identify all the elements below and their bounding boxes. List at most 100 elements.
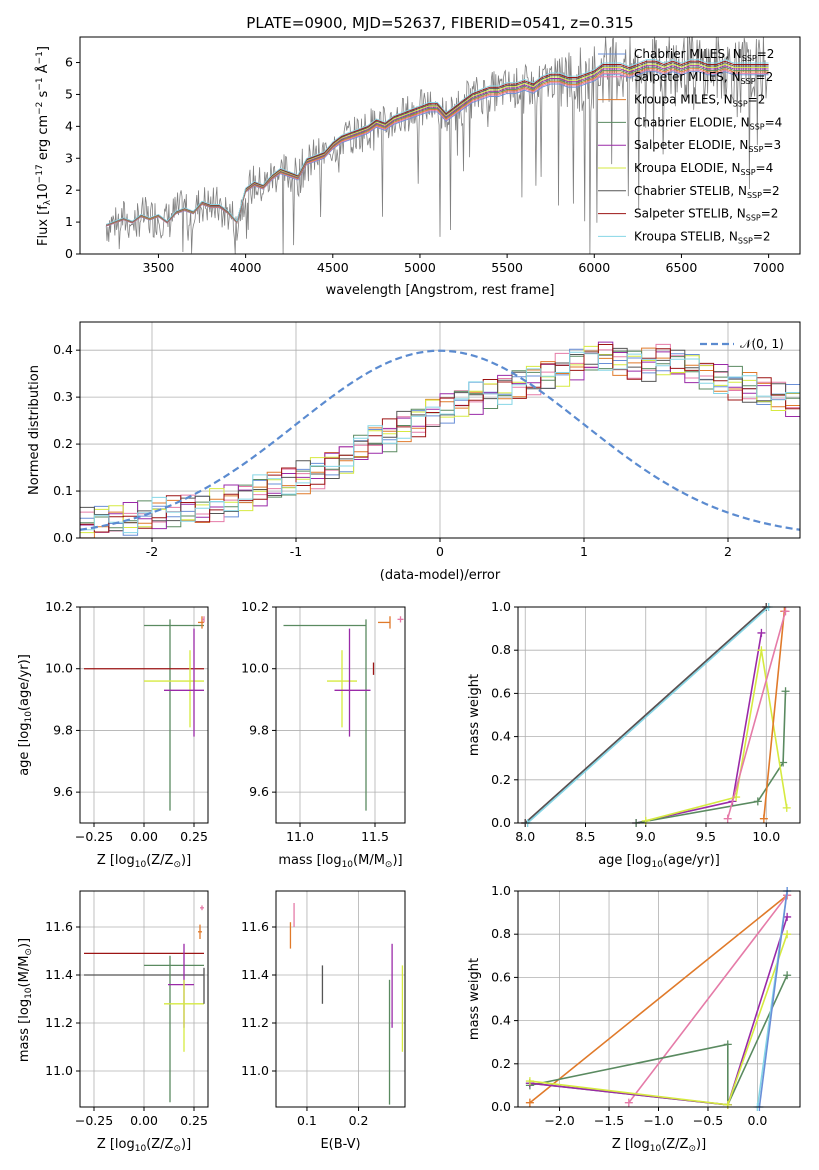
legend-entry-count: =2: [762, 184, 780, 198]
weight-vs-age-xtick-label: 8.0: [515, 829, 535, 844]
weight-vs-Z-xtick-label: −1.5: [594, 1113, 624, 1128]
mass-vs-Z-xlabel-part: (Z/Z: [146, 1137, 173, 1152]
legend-entry-subscript: SSP: [741, 77, 756, 86]
residual-ylabel: Normed distribution: [27, 365, 42, 495]
spectrum-ylabel-part: −1: [35, 77, 45, 90]
legend-entry-count: =3: [763, 138, 781, 152]
residuals-xtick-label: 2: [724, 544, 732, 559]
legend-entry: Salpeter MILES, NSSP=2: [634, 70, 773, 86]
mass-vs-Z-xtick-label: −0.25: [75, 1113, 113, 1128]
weight-vs-age-series-line: [645, 650, 788, 822]
weight-vs-age-xlabel-part: age [log: [598, 853, 651, 868]
legend-entry-name: Kroupa STELIB, N: [634, 229, 738, 243]
spectrum-ylabel: Flux [fλ10−17 erg cm−2 s−1 Å−1]: [35, 46, 53, 246]
weight-vs-age-ylabel: mass weight: [467, 674, 482, 756]
age-vs-mass-xlabel: mass [log10(M/M⊙)]: [278, 853, 402, 870]
mass-vs-Z-ylabel-part: 10: [24, 987, 34, 999]
age-vs-mass-xtick-label: 11.5: [361, 829, 389, 844]
weight-vs-age-xtick-label: 9.5: [696, 829, 716, 844]
legend-entry-subscript: SSP: [738, 236, 753, 245]
legend-entry-count: =2: [756, 70, 774, 84]
mass-vs-EBV-ytick-label: 11.2: [241, 1015, 269, 1030]
legend-entry: Chabrier MILES, NSSP=2: [634, 47, 774, 63]
spectrum-ylabel-part: ]: [36, 46, 51, 51]
weight-vs-age-ytick-label: 0.8: [491, 642, 511, 657]
spectrum-ytick-label: 1: [65, 214, 73, 229]
weight-vs-age-ytick-label: 0.4: [491, 729, 511, 744]
weight-vs-Z-ytick-label: 0.2: [491, 1056, 511, 1071]
weight-vs-age-marker: [757, 628, 766, 637]
weight-vs-Z-xlabel-part: 10: [650, 1144, 662, 1154]
weight-vs-age-ytick-label: 0.0: [491, 815, 511, 830]
mass-vs-Z-ylabel: mass [log10(M/M⊙)]: [17, 938, 34, 1062]
mass-vs-EBV-xtick-label: 0.2: [349, 1113, 369, 1128]
normal-curve: [80, 349, 800, 531]
residuals-ytick-label: 0.1: [53, 483, 73, 498]
mass-vs-Z-ytick-label: 11.0: [45, 1063, 73, 1078]
weight-vs-age-series-line: [635, 691, 787, 823]
mass-vs-Z-xlabel-part: Z [log: [97, 1137, 135, 1152]
weight-vs-age-xtick-label: 10.0: [752, 829, 780, 844]
normal-legend-label: 𝒩(0, 1): [740, 337, 784, 351]
legend-entry: Chabrier STELIB, NSSP=2: [634, 184, 780, 200]
spectrum-ytick-label: 3: [65, 150, 73, 165]
legend-entry-name: Salpeter STELIB, N: [634, 207, 746, 221]
spectrum-xtick-label: 6000: [578, 260, 610, 275]
weight-vs-Z-frame: [517, 890, 801, 1108]
age-vs-mass-ytick-label: 10.2: [241, 599, 269, 614]
age-vs-Z-xlabel-part: ⊙: [173, 860, 181, 870]
spectrum-ylabel-part: s: [36, 90, 51, 101]
mass-vs-EBV-ytick-label: 11.6: [241, 919, 269, 934]
spectrum-ytick-label: 6: [65, 55, 73, 70]
residuals-ytick-label: 0.3: [53, 389, 73, 404]
weight-vs-age-series-line: [635, 632, 763, 823]
weight-vs-Z-xtick-label: −1.0: [643, 1113, 673, 1128]
age-vs-Z-ylabel-part: 10: [24, 711, 34, 723]
weight-vs-age-ytick-label: 0.2: [491, 772, 511, 787]
mass-vs-EBV-frame: [275, 890, 406, 1108]
weight-vs-age-xlabel-part: 10: [651, 860, 663, 870]
age-vs-mass-ytick-label: 9.6: [249, 784, 269, 799]
weight-vs-Z-ytick-label: 0.6: [491, 969, 511, 984]
spectrum-ylabel-part: Å: [35, 64, 51, 77]
mass-vs-Z-frame: [79, 890, 209, 1108]
weight-vs-age-series-line: [763, 611, 786, 819]
age-vs-mass-ytick-label: 10.0: [241, 661, 269, 676]
weight-vs-age-marker: [782, 803, 791, 812]
residuals-xtick-label: 1: [580, 544, 588, 559]
legend-entry-subscript: SSP: [748, 145, 763, 154]
residuals-xtick-label: -1: [290, 544, 302, 559]
weight-vs-age-frame: [517, 606, 801, 824]
residuals-ytick-label: 0.2: [53, 436, 73, 451]
weight-vs-Z-ylabel: mass weight: [467, 958, 482, 1040]
residual-histogram: [80, 348, 800, 536]
weight-vs-Z-xlabel-part: Z [log: [612, 1137, 650, 1152]
spectrum-ylabel-part: λ: [43, 199, 53, 205]
legend-entry: Kroupa MILES, NSSP=2: [634, 93, 765, 109]
legend-entry-subscript: SSP: [746, 214, 761, 223]
age-vs-Z-xlabel-part: Z [log: [97, 853, 135, 868]
weight-vs-Z-series-line: [628, 894, 788, 1104]
legend-entry: Salpeter ELODIE, NSSP=3: [634, 138, 781, 154]
age-vs-Z-xtick-label: 0.00: [130, 829, 158, 844]
weight-vs-Z-ytick-label: 0.4: [491, 1013, 511, 1028]
spectrum-xtick-label: 7000: [753, 260, 785, 275]
residuals-frame: [79, 321, 801, 539]
figure-title: PLATE=0900, MJD=52637, FIBERID=0541, z=0…: [246, 14, 633, 32]
spectrum-axes: [76, 62, 770, 258]
residual-xlabel: (data-model)/error: [380, 568, 501, 583]
spectrum-xtick-label: 4500: [317, 260, 349, 275]
age-vs-mass-ytick-label: 9.8: [249, 722, 269, 737]
mass-vs-Z-xlabel-part: 10: [135, 1144, 147, 1154]
age-vs-Z-ylabel-part: age [log: [17, 723, 32, 776]
weight-vs-age-xtick-label: 8.5: [576, 829, 596, 844]
weight-vs-age-series-line: [726, 611, 787, 819]
residuals-ytick-label: 0.0: [53, 530, 73, 545]
mass-vs-Z-xtick-label: 0.00: [130, 1113, 158, 1128]
spectrum-xlabel: wavelength [Angstrom, rest frame]: [326, 283, 555, 298]
weight-vs-Z-ytick-label: 0.8: [491, 926, 511, 941]
weight-vs-Z-marker: [525, 1077, 534, 1086]
spectrum-ylabel-part: −2: [35, 102, 45, 115]
weight-vs-age-xlabel: age [log10(age/yr)]: [598, 853, 720, 870]
weight-vs-age-ytick-label: 1.0: [491, 599, 511, 614]
